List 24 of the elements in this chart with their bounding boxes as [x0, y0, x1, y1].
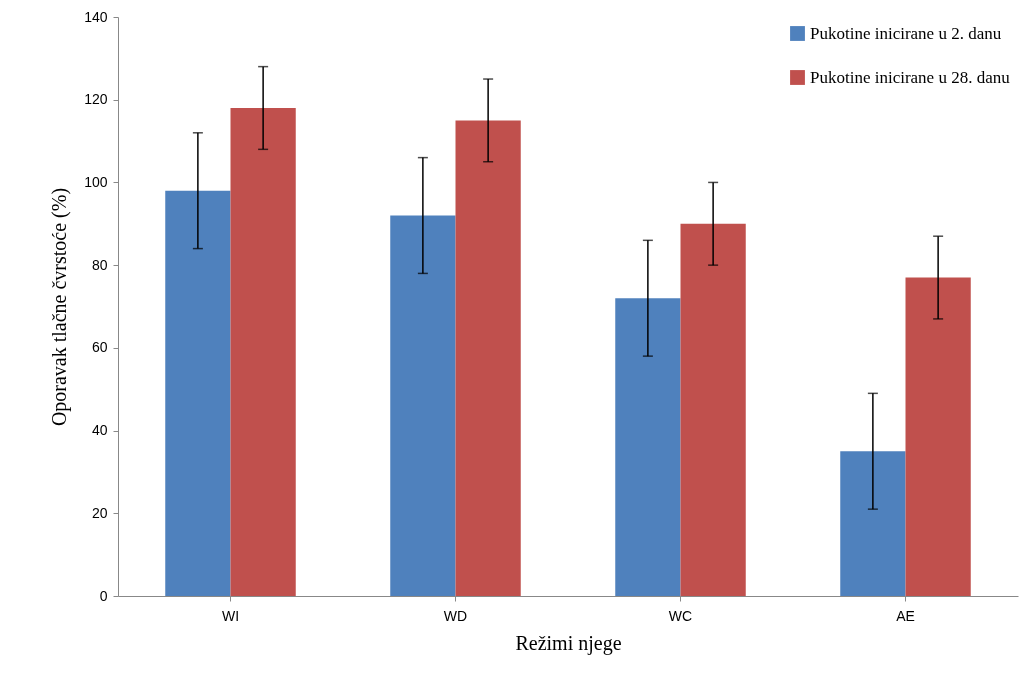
bar	[840, 451, 906, 596]
bar	[615, 298, 681, 596]
bar	[165, 190, 231, 596]
x-tick-label: WI	[221, 607, 240, 624]
y-tick-label: 100	[84, 173, 108, 190]
y-tick-label: 0	[99, 587, 108, 604]
y-tick-label: 120	[84, 91, 108, 108]
bar	[680, 223, 746, 596]
bar	[390, 215, 456, 596]
bar	[230, 107, 296, 596]
y-axis-title: Oporavak tlačne čvrstoće (%)	[48, 187, 72, 427]
bar	[905, 277, 971, 596]
bar	[455, 120, 521, 596]
x-tick-label: AE	[896, 607, 915, 624]
y-tick-label: 60	[91, 339, 108, 356]
y-tick-label: 80	[91, 256, 108, 273]
legend-label: Pukotine inicirane u 28. danu	[810, 67, 1011, 87]
y-tick-label: 140	[84, 8, 108, 25]
y-tick-label: 40	[91, 422, 108, 439]
y-tick-label: 20	[91, 504, 108, 521]
x-axis-title: Režimi njege	[515, 631, 622, 655]
x-tick-label: WD	[443, 607, 468, 624]
x-tick-label: WC	[668, 607, 693, 624]
legend-label: Pukotine inicirane u 2. danu	[810, 23, 1002, 43]
